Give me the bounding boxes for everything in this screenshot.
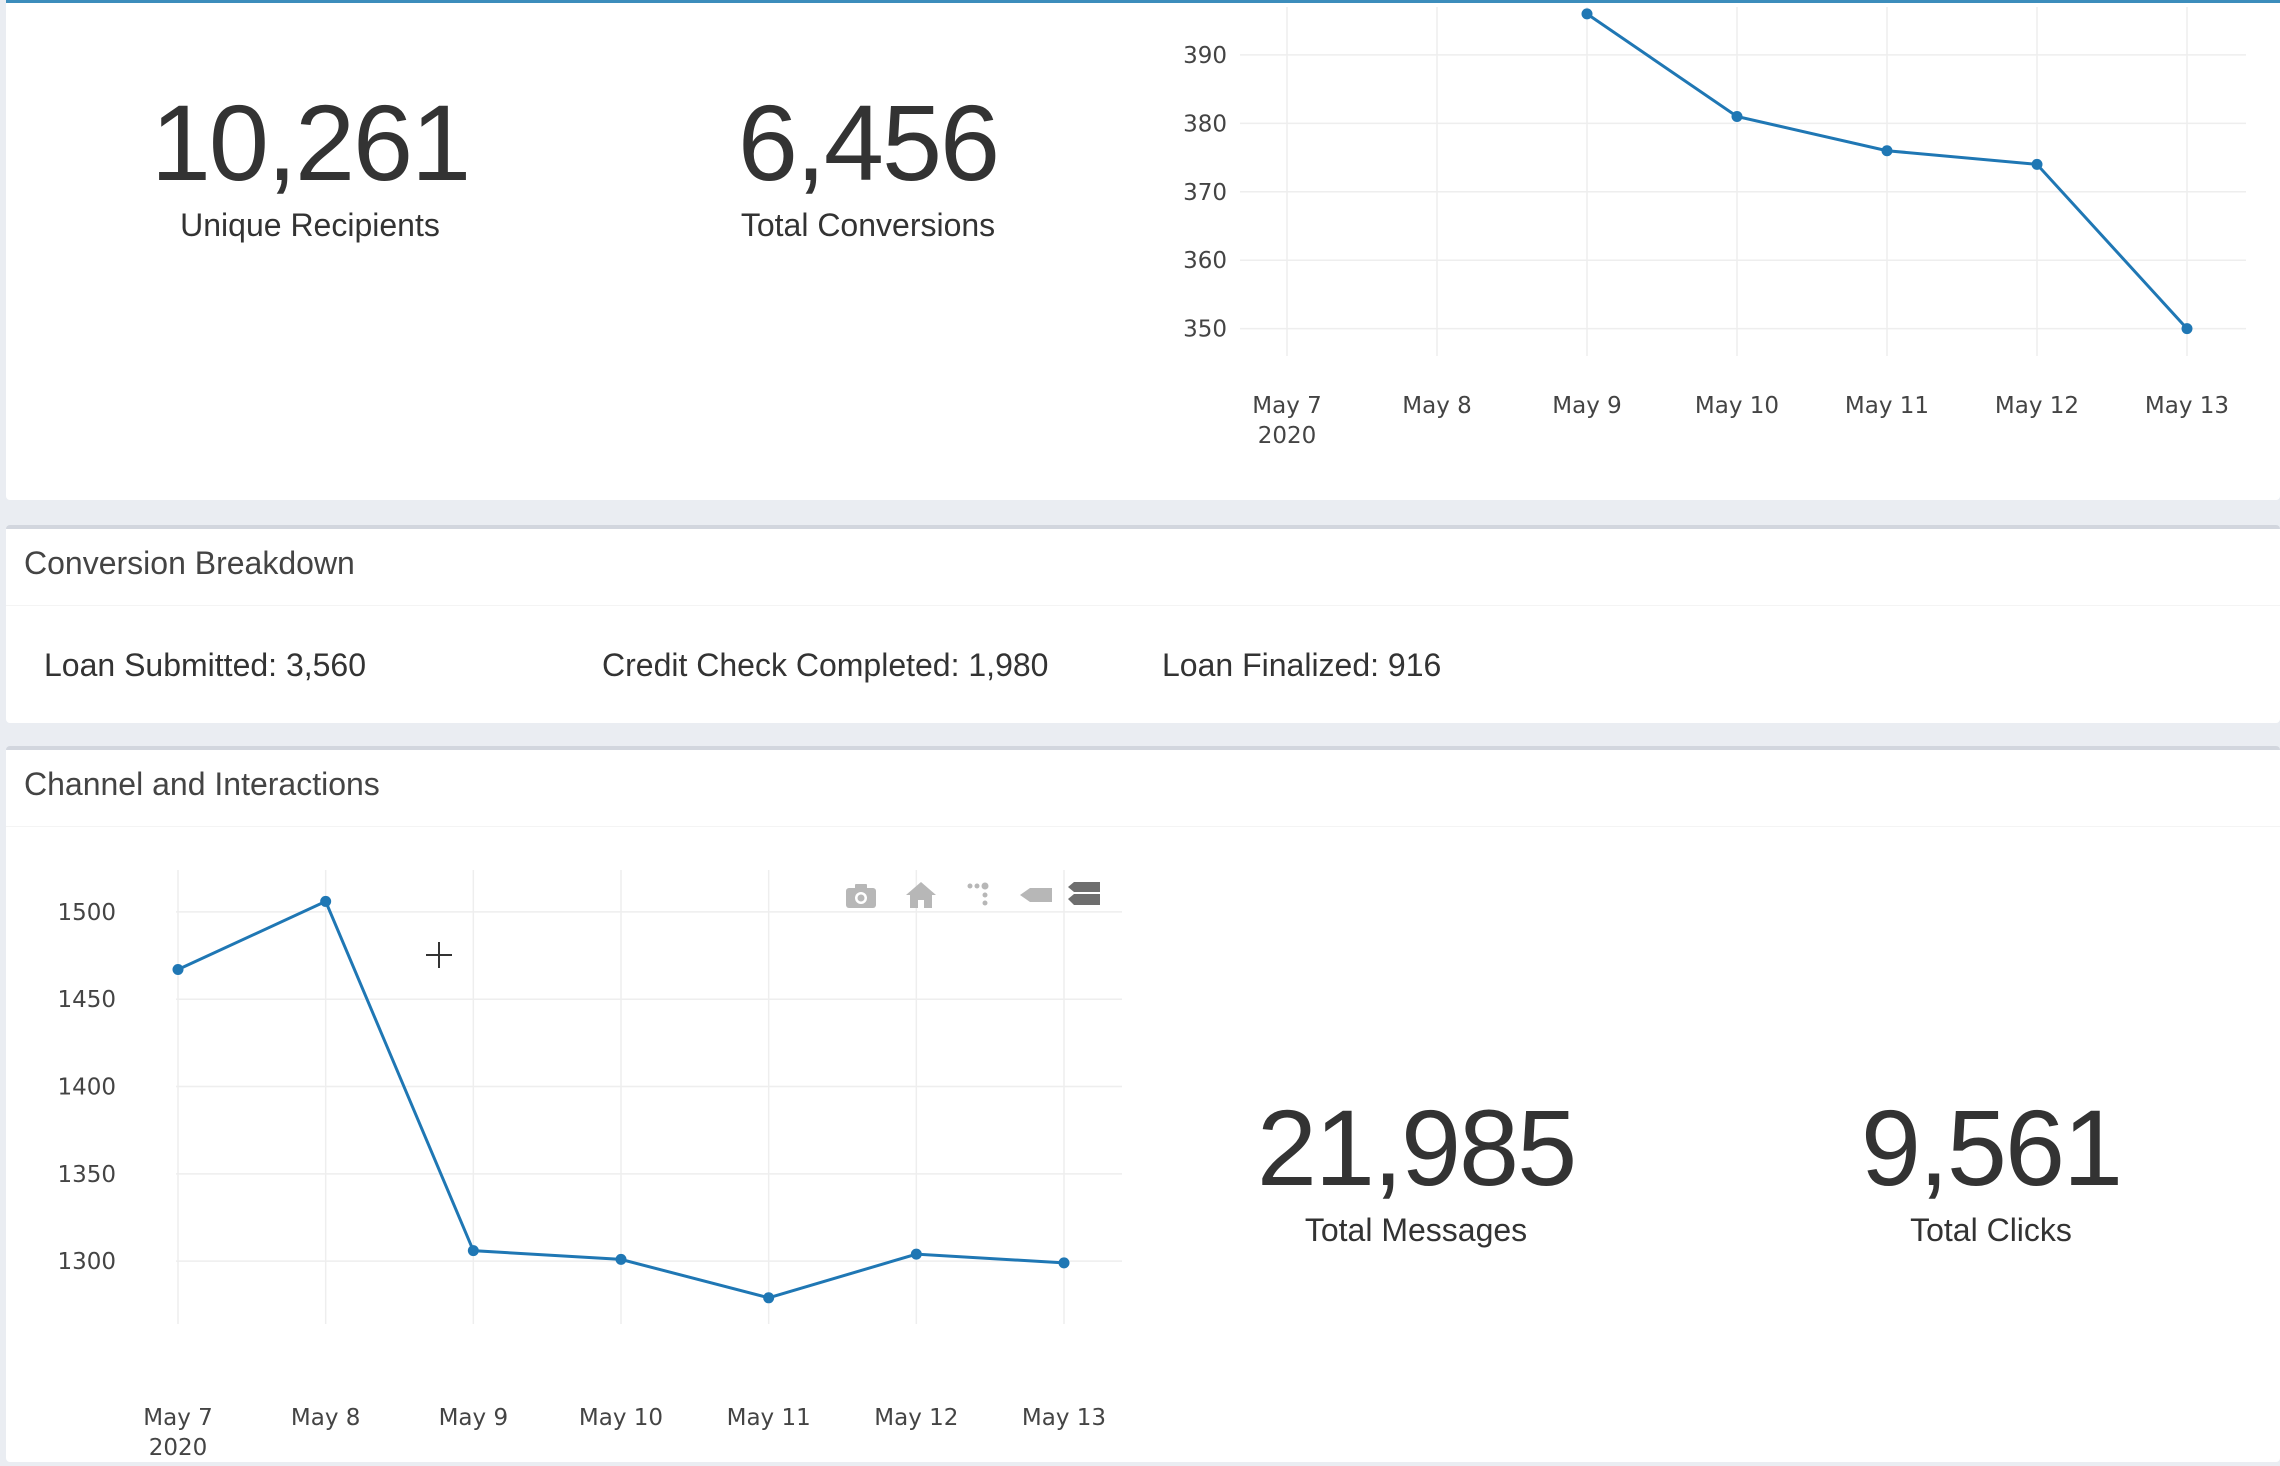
metric-value: 10,261 bbox=[150, 82, 471, 203]
data-point[interactable] bbox=[2031, 158, 2043, 170]
panel-title: Channel and Interactions bbox=[24, 766, 380, 802]
data-point[interactable] bbox=[910, 1248, 922, 1260]
data-point[interactable] bbox=[172, 964, 184, 976]
spike-lines-icon[interactable] bbox=[967, 882, 989, 906]
loan-submitted-stat: Loan Submitted: 3,560 bbox=[44, 647, 367, 683]
metric-label: Total Clicks bbox=[1910, 1212, 2072, 1248]
grid-lines bbox=[176, 870, 1122, 1324]
x-tick-label: May 12 bbox=[1995, 393, 2079, 419]
y-tick-label: 1400 bbox=[57, 1075, 116, 1101]
total-conversions-metric: 6,456 Total Conversions bbox=[658, 83, 1078, 245]
x-tick-label: May 11 bbox=[727, 1405, 811, 1431]
y-tick-label: 1350 bbox=[57, 1162, 116, 1188]
y-tick-label: 1450 bbox=[57, 987, 116, 1013]
credit-check-completed-stat: Credit Check Completed: 1,980 bbox=[602, 647, 1049, 683]
y-tick-label: 1500 bbox=[57, 900, 116, 926]
y-tick-label: 380 bbox=[1183, 111, 1227, 137]
metric-value: 21,985 bbox=[1256, 1087, 1577, 1208]
data-point[interactable] bbox=[1731, 110, 1743, 122]
chart-modebar bbox=[838, 874, 1108, 914]
hover-compare-icon[interactable] bbox=[1068, 882, 1100, 905]
panel-header: Channel and Interactions bbox=[6, 750, 2280, 827]
x-tick-label: May 9 bbox=[439, 1405, 509, 1431]
crosshair-cursor-icon bbox=[426, 942, 452, 968]
conversions-line-chart[interactable]: 350 360 370 380 390 May 7 May 8 May 9 May 10 May … bbox=[1120, 0, 2280, 460]
total-messages-metric: 21,985 Total Messages bbox=[1206, 1088, 1626, 1250]
data-point[interactable] bbox=[763, 1292, 775, 1304]
interactions-line-chart[interactable]: 1300 1350 1400 1450 1500 May 7 May 8 May 9 May 1… bbox=[6, 750, 1146, 1466]
x-tick-label: May 11 bbox=[1845, 393, 1929, 419]
x-tick-label: May 10 bbox=[579, 1405, 663, 1431]
x-tick-label: May 8 bbox=[1402, 393, 1472, 419]
x-tick-label: May 13 bbox=[2145, 393, 2229, 419]
channel-interactions-panel: Channel and Interactions 1300 1350 1400 145… bbox=[6, 746, 2280, 1462]
data-point[interactable] bbox=[467, 1245, 479, 1257]
loan-finalized-stat: Loan Finalized: 916 bbox=[1162, 647, 1442, 683]
conversion-breakdown-panel: Conversion Breakdown Loan Submitted: 3,5… bbox=[6, 525, 2280, 723]
x-tick-label: May 12 bbox=[874, 1405, 958, 1431]
metric-label: Unique Recipients bbox=[180, 207, 440, 243]
grid-lines bbox=[1240, 7, 2246, 356]
y-tick-label: 390 bbox=[1183, 43, 1227, 69]
camera-icon[interactable] bbox=[846, 884, 876, 908]
data-point[interactable] bbox=[1581, 8, 1593, 20]
x-tick-label: May 13 bbox=[1022, 1405, 1106, 1431]
data-point[interactable] bbox=[615, 1253, 627, 1265]
x-tick-label: May 7 bbox=[143, 1405, 213, 1431]
metric-label: Total Conversions bbox=[740, 207, 996, 243]
data-point[interactable] bbox=[320, 895, 332, 907]
x-tick-label: May 10 bbox=[1695, 393, 1779, 419]
unique-recipients-metric: 10,261 Unique Recipients bbox=[95, 83, 525, 245]
y-tick-label: 1300 bbox=[57, 1249, 116, 1275]
x-tick-label: May 8 bbox=[291, 1405, 361, 1431]
x-tick-year-label: 2020 bbox=[149, 1435, 208, 1461]
panel-header: Conversion Breakdown bbox=[6, 529, 2280, 606]
y-tick-label: 350 bbox=[1183, 317, 1227, 343]
x-tick-label: May 9 bbox=[1552, 393, 1622, 419]
y-tick-label: 360 bbox=[1183, 248, 1227, 274]
metric-value: 6,456 bbox=[737, 82, 1000, 203]
summary-panel: 10,261 Unique Recipients 6,456 Total Con… bbox=[6, 0, 2280, 500]
home-icon[interactable] bbox=[906, 882, 936, 908]
metric-value: 9,561 bbox=[1860, 1087, 2123, 1208]
data-point[interactable] bbox=[1058, 1257, 1070, 1269]
panel-title: Conversion Breakdown bbox=[24, 545, 355, 581]
data-point[interactable] bbox=[1881, 145, 1893, 157]
x-tick-label: May 7 bbox=[1252, 393, 1322, 419]
y-tick-label: 370 bbox=[1183, 180, 1227, 206]
total-clicks-metric: 9,561 Total Clicks bbox=[1781, 1088, 2201, 1250]
data-point[interactable] bbox=[2181, 323, 2193, 335]
metric-label: Total Messages bbox=[1304, 1212, 1528, 1248]
hover-closest-icon[interactable] bbox=[1020, 888, 1052, 902]
x-tick-year-label: 2020 bbox=[1258, 423, 1317, 449]
